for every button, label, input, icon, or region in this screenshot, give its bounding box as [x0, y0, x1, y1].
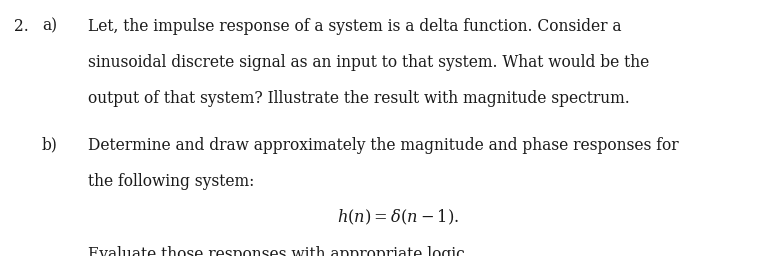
- Text: sinusoidal discrete signal as an input to that system. What would be the: sinusoidal discrete signal as an input t…: [88, 54, 649, 71]
- Text: Let, the impulse response of a system is a delta function. Consider a: Let, the impulse response of a system is…: [88, 18, 621, 35]
- Text: b): b): [42, 136, 58, 154]
- Text: Evaluate those responses with appropriate logic.: Evaluate those responses with appropriat…: [88, 246, 470, 256]
- Text: 2.: 2.: [14, 18, 28, 35]
- Text: $h(n) = \delta(n-1).$: $h(n) = \delta(n-1).$: [337, 208, 459, 227]
- Text: output of that system? Illustrate the result with magnitude spectrum.: output of that system? Illustrate the re…: [88, 90, 630, 108]
- Text: Determine and draw approximately the magnitude and phase responses for: Determine and draw approximately the mag…: [88, 136, 679, 154]
- Text: the following system:: the following system:: [88, 173, 254, 190]
- Text: a): a): [42, 18, 57, 35]
